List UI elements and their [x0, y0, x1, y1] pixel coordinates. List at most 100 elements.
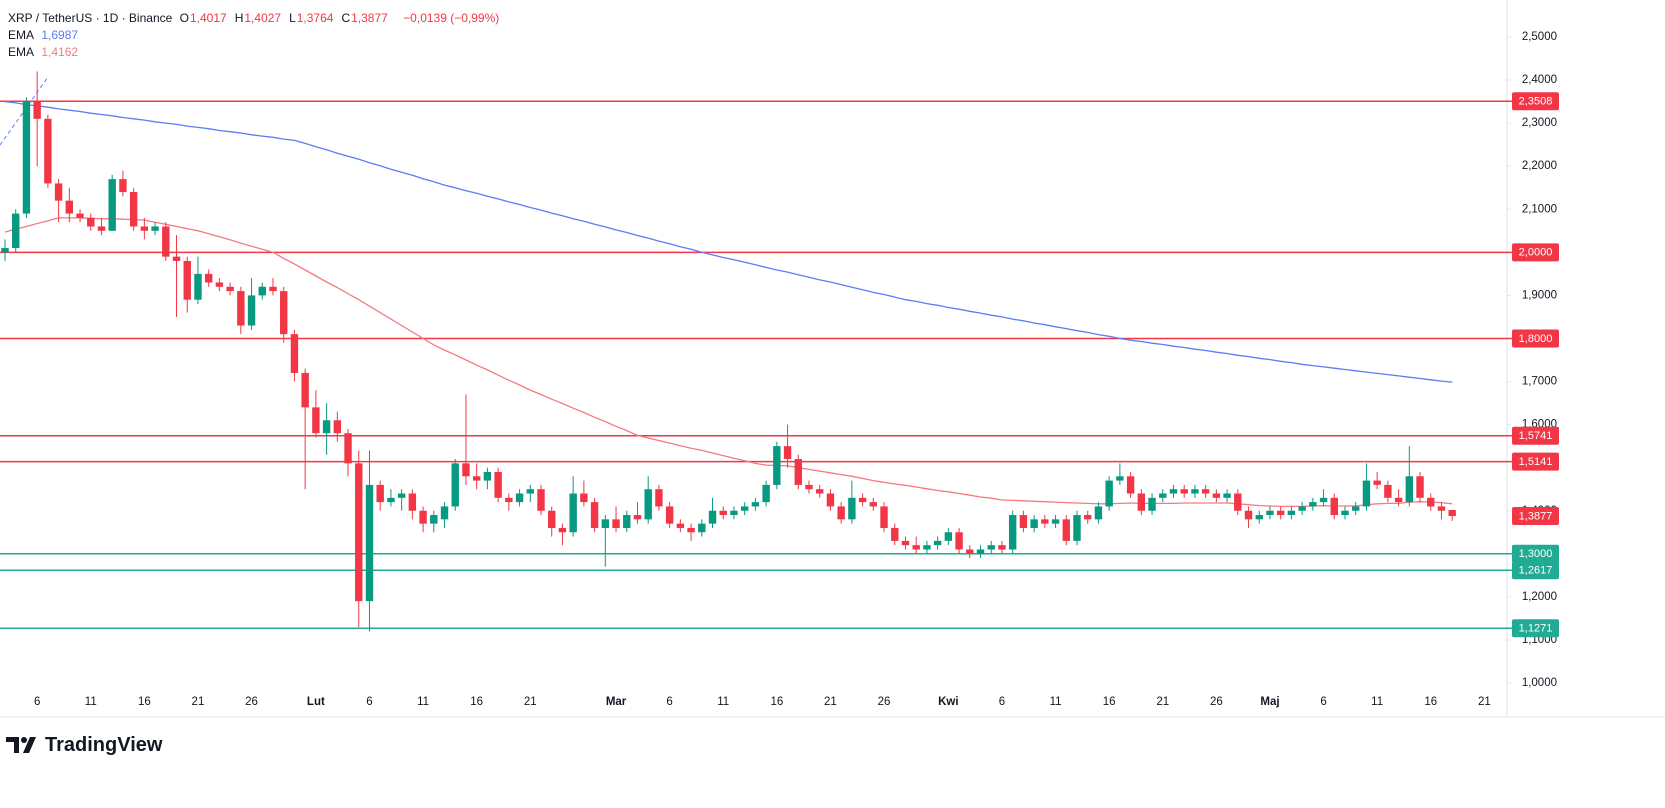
candle-body: [601, 519, 610, 528]
x-tick-label: 26: [245, 696, 258, 708]
legend-row: XRP / TetherUS · 1D · Binance O1,4017 H1,…: [8, 11, 503, 25]
level-box: [1512, 92, 1559, 111]
level-label: 1,5741: [1519, 430, 1553, 442]
x-tick-label: 21: [1156, 696, 1169, 708]
x-tick-label: 21: [192, 696, 205, 708]
logo: TradingView: [6, 731, 162, 759]
candle-body: [1427, 497, 1435, 507]
logo-icon: [6, 737, 36, 753]
candle-body: [826, 493, 835, 507]
candle-body: [665, 506, 674, 524]
x-tick-label: Lut: [307, 696, 325, 708]
ema-name: EMA: [8, 45, 35, 59]
x-tick-label: 26: [1210, 696, 1223, 708]
candle-body: [944, 532, 953, 541]
candle-body: [569, 493, 577, 533]
last-price-box: [1512, 507, 1559, 526]
candle-body: [901, 540, 910, 546]
candle-body: [494, 471, 502, 498]
x-tick-label: 16: [1103, 696, 1116, 708]
candle-body: [1394, 497, 1403, 503]
candle-body: [698, 523, 706, 533]
y-tick-label: 2,5000: [1522, 31, 1557, 43]
y-tick-label: 1,7000: [1522, 376, 1557, 388]
level-label: 1,2617: [1519, 565, 1553, 577]
x-tick-label: 6: [34, 696, 40, 708]
candle-body: [355, 463, 363, 602]
candle-body: [987, 545, 995, 550]
ohlc-value: 1,4017: [189, 11, 227, 25]
candle-body: [204, 273, 213, 283]
candle-body: [472, 476, 481, 481]
candle-body: [344, 433, 352, 464]
candle-body: [623, 515, 631, 528]
candle-body: [194, 273, 202, 300]
candle-body: [1341, 510, 1349, 516]
x-tick-label: Maj: [1260, 696, 1279, 708]
level-label: 1,8000: [1519, 333, 1553, 345]
candle-body: [923, 545, 931, 550]
candle-body: [1201, 489, 1210, 494]
candle-body: [1073, 515, 1081, 541]
ohlc-key: L: [289, 11, 296, 25]
candle-body: [172, 256, 181, 261]
candle-body: [1008, 515, 1017, 550]
candle-body: [891, 527, 899, 541]
candle-body: [290, 334, 299, 373]
ema-name: EMA: [8, 28, 35, 42]
candle-body: [966, 549, 974, 554]
candle-body: [1051, 519, 1060, 524]
y-tick-label: 2,2000: [1522, 160, 1557, 172]
candle-body: [1309, 502, 1317, 507]
candle-body: [1169, 489, 1178, 494]
level-box: [1512, 544, 1559, 563]
candle-body: [1212, 493, 1221, 498]
level-box: [1512, 452, 1559, 471]
candle-body: [322, 420, 331, 434]
candle-body: [1030, 519, 1038, 528]
ema-value: 1,4162: [41, 45, 79, 59]
candle-body: [1362, 480, 1371, 507]
candle-body: [740, 506, 749, 511]
level-box: [1512, 243, 1559, 262]
candle-body: [655, 489, 663, 507]
candle-body: [1116, 476, 1124, 481]
candle-body: [1298, 506, 1306, 511]
candle-body: [773, 446, 781, 485]
y-tick-label: 2,3000: [1522, 117, 1557, 129]
candle-body: [301, 372, 309, 408]
x-tick-label: 6: [1320, 696, 1326, 708]
level-label: 1,5141: [1519, 456, 1553, 468]
candle-body: [1255, 515, 1263, 520]
candle-body: [397, 493, 406, 498]
candle-body: [1094, 506, 1103, 520]
candle-body: [805, 484, 813, 490]
candle-body: [1148, 497, 1156, 511]
x-tick-label: 6: [366, 696, 372, 708]
ema-line: [4, 217, 1453, 508]
x-tick-label: 11: [85, 696, 97, 708]
ohlc: O1,4017 H1,4027 L1,3764 C1,3877: [180, 11, 396, 25]
candle-body: [762, 484, 770, 503]
candle-body: [880, 506, 888, 528]
x-tick-label: 6: [666, 696, 672, 708]
candle-body: [816, 489, 824, 494]
candle-body: [54, 183, 63, 201]
ohlc-value: 1,3877: [351, 11, 388, 25]
candle-body: [1352, 506, 1360, 511]
candle-body: [783, 446, 792, 460]
ema-legend: EMA 1,6987: [8, 28, 82, 42]
candle-body: [730, 510, 738, 516]
candle-body: [226, 286, 234, 292]
candle-body: [505, 497, 513, 503]
candle-body: [33, 101, 41, 119]
candle-body: [419, 510, 427, 524]
candle-body: [869, 502, 878, 507]
candle-body: [537, 489, 545, 511]
candle-body: [1180, 489, 1188, 494]
candle-body: [1041, 519, 1049, 524]
candle-body: [65, 200, 74, 214]
candle-body: [97, 226, 106, 231]
x-tick-label: 11: [417, 696, 429, 708]
